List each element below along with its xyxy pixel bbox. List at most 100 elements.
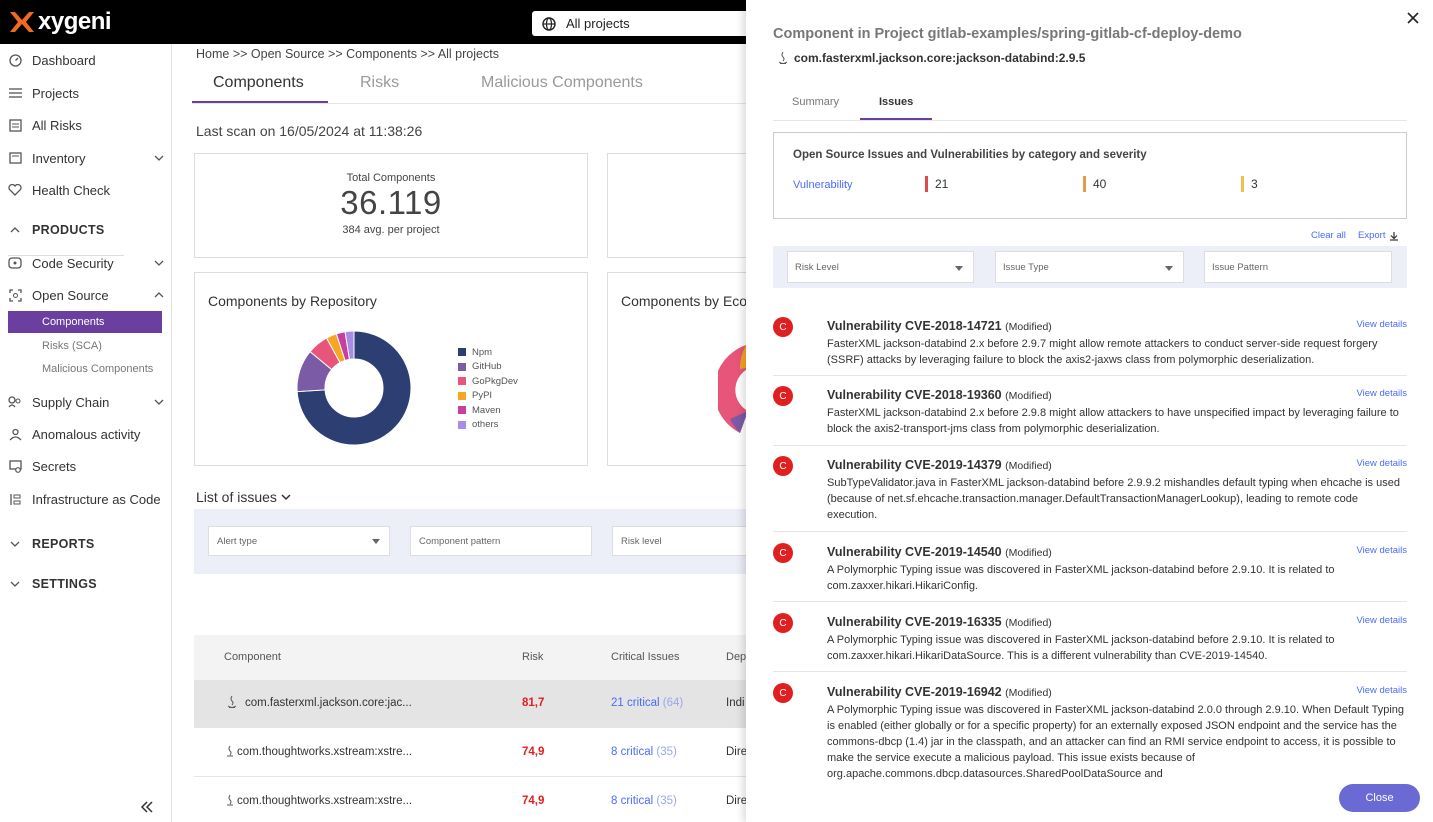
column-header-critical-issues[interactable]: Critical Issues	[611, 651, 680, 663]
collapse-sidebar-icon[interactable]	[140, 800, 154, 814]
sidebar-item-code-security[interactable]: Code Security	[0, 249, 172, 277]
components-table-header: Component Risk Critical Issues Dep	[194, 635, 754, 680]
issue-type-select[interactable]: Issue Type	[995, 251, 1184, 283]
vulnerability-item: C Vulnerability CVE-2019-16335 (Modified…	[773, 613, 1407, 672]
critical-badge: C	[773, 386, 793, 406]
critical-issues-link[interactable]: 21 critical	[611, 697, 660, 709]
severity-count-medium[interactable]: 3	[1241, 176, 1258, 192]
input-placeholder: Component pattern	[419, 535, 501, 547]
severity-count-critical[interactable]: 21	[925, 176, 948, 192]
critical-issues-link[interactable]: 8 critical	[611, 795, 654, 807]
severity-count-high[interactable]: 40	[1083, 176, 1106, 192]
dependency-type: Dire	[726, 795, 748, 807]
component-name[interactable]: com.thoughtworks.xstream:xstre...	[237, 746, 413, 758]
tab-summary[interactable]: Summary	[792, 96, 840, 108]
stat-card-hidden	[607, 153, 757, 258]
vulnerability-category-link[interactable]: Vulnerability	[793, 179, 853, 191]
sidebar-item-health-check[interactable]: Health Check	[0, 176, 172, 204]
sidebar-item-inventory[interactable]: Inventory	[0, 144, 172, 172]
table-row[interactable]: com.fasterxml.jackson.core:jac... 81,7 2…	[194, 680, 754, 728]
view-details-link[interactable]: View details	[1356, 615, 1407, 626]
tab-components[interactable]: Components	[213, 74, 304, 91]
modified-tag: (Modified)	[1005, 390, 1052, 402]
column-header-component[interactable]: Component	[224, 651, 281, 663]
section-reports[interactable]: REPORTS	[0, 532, 172, 556]
sidebar-subitem-risks-sca[interactable]: Risks (SCA)	[8, 335, 162, 357]
java-icon	[226, 745, 234, 760]
alert-type-select[interactable]: Alert type	[208, 526, 390, 556]
breadcrumb[interactable]: Home >> Open Source >> Components >> All…	[196, 47, 499, 61]
column-header-risk[interactable]: Risk	[522, 651, 544, 663]
tab-risks[interactable]: Risks	[360, 74, 400, 91]
section-settings[interactable]: SETTINGS	[0, 572, 172, 596]
sidebar-subitem-components[interactable]: Components	[8, 311, 162, 333]
severity-bar	[1083, 176, 1086, 192]
vulnerability-item: C Vulnerability CVE-2019-14540 (Modified…	[773, 543, 1407, 602]
sidebar-item-secrets[interactable]: Secrets	[0, 452, 172, 480]
pie-slice-npm[interactable]	[296, 330, 412, 446]
view-details-link[interactable]: View details	[1356, 545, 1407, 556]
close-icon[interactable]	[1406, 11, 1420, 25]
list-issues-label: List of issues	[196, 489, 277, 505]
legend-swatch	[458, 391, 466, 400]
legend-item[interactable]: GitHub	[458, 360, 518, 375]
risk-level-select[interactable]: Risk level	[612, 526, 754, 556]
list-of-issues-toggle[interactable]: List of issues	[196, 489, 291, 505]
list-icon	[8, 86, 22, 100]
close-button[interactable]: Close	[1339, 784, 1420, 812]
tab-issues[interactable]: Issues	[879, 96, 914, 108]
legend-item[interactable]: GoPkgDev	[458, 374, 518, 389]
pie-slice-others[interactable]	[344, 330, 355, 360]
severity-bar	[1241, 176, 1244, 192]
clear-all-link[interactable]: Clear all	[1311, 230, 1346, 241]
sidebar-item-projects[interactable]: Projects	[0, 79, 172, 107]
chevron-down-icon	[154, 399, 164, 405]
legend-item[interactable]: Npm	[458, 345, 518, 360]
table-row[interactable]: com.thoughtworks.xstream:xstre... 74,9 8…	[194, 778, 754, 822]
section-label: REPORTS	[32, 537, 95, 551]
sidebar-item-anomalous-activity[interactable]: Anomalous activity	[0, 420, 172, 448]
legend-item[interactable]: PyPI	[458, 389, 518, 404]
modified-tag: (Modified)	[1005, 321, 1052, 333]
legend-item[interactable]: others	[458, 418, 518, 433]
code-security-icon	[8, 256, 22, 270]
legend-item[interactable]: Maven	[458, 403, 518, 418]
secrets-icon	[8, 459, 22, 473]
dashboard-icon	[8, 53, 22, 67]
tab-malicious-components[interactable]: Malicious Components	[481, 74, 643, 91]
sidebar-item-supply-chain[interactable]: Supply Chain	[0, 388, 172, 416]
active-tab-indicator	[192, 101, 328, 103]
component-pattern-input[interactable]: Component pattern	[410, 526, 592, 556]
legend-label: PyPI	[472, 390, 493, 402]
tabs-divider	[773, 120, 1407, 121]
project-selector[interactable]: All projects	[532, 11, 762, 36]
component-name[interactable]: com.fasterxml.jackson.core:jac...	[245, 697, 412, 709]
section-products[interactable]: PRODUCTS	[0, 218, 172, 242]
view-details-link[interactable]: View details	[1356, 388, 1407, 399]
sidebar-item-open-source[interactable]: Open Source	[0, 281, 172, 309]
sidebar-item-label: Health Check	[32, 182, 111, 198]
sidebar-item-dashboard[interactable]: Dashboard	[0, 46, 172, 74]
sidebar-item-infrastructure-as-code[interactable]: Infrastructure as Code	[0, 485, 172, 513]
risk-score: 74,9	[522, 746, 545, 758]
anomaly-icon	[8, 427, 22, 441]
sidebar-item-all-risks[interactable]: All Risks	[0, 111, 172, 139]
sidebar-item-label: Supply Chain	[32, 394, 110, 410]
view-details-link[interactable]: View details	[1356, 685, 1407, 696]
sidebar-subitem-malicious-components[interactable]: Malicious Components	[8, 358, 162, 380]
column-header-dep[interactable]: Dep	[726, 651, 747, 663]
sidebar-item-label: Inventory	[32, 150, 86, 166]
export-button[interactable]: Export	[1358, 230, 1399, 241]
view-details-link[interactable]: View details	[1356, 458, 1407, 469]
components-by-ecosystem-card: Components by Eco	[607, 272, 757, 466]
view-details-link[interactable]: View details	[1356, 319, 1407, 330]
critical-issues-link[interactable]: 8 critical	[611, 746, 654, 758]
vulnerability-item: C Vulnerability CVE-2019-14379 (Modified…	[773, 456, 1407, 532]
table-row[interactable]: com.thoughtworks.xstream:xstre... 74,9 8…	[194, 729, 754, 777]
xygeni-logo[interactable]: xygeni	[8, 8, 112, 36]
issue-pattern-input[interactable]: Issue Pattern	[1204, 251, 1392, 283]
risk-level-select[interactable]: Risk Level	[787, 251, 974, 283]
component-name[interactable]: com.thoughtworks.xstream:xstre...	[237, 795, 413, 807]
legend-swatch	[458, 348, 466, 357]
inventory-icon	[8, 151, 22, 165]
